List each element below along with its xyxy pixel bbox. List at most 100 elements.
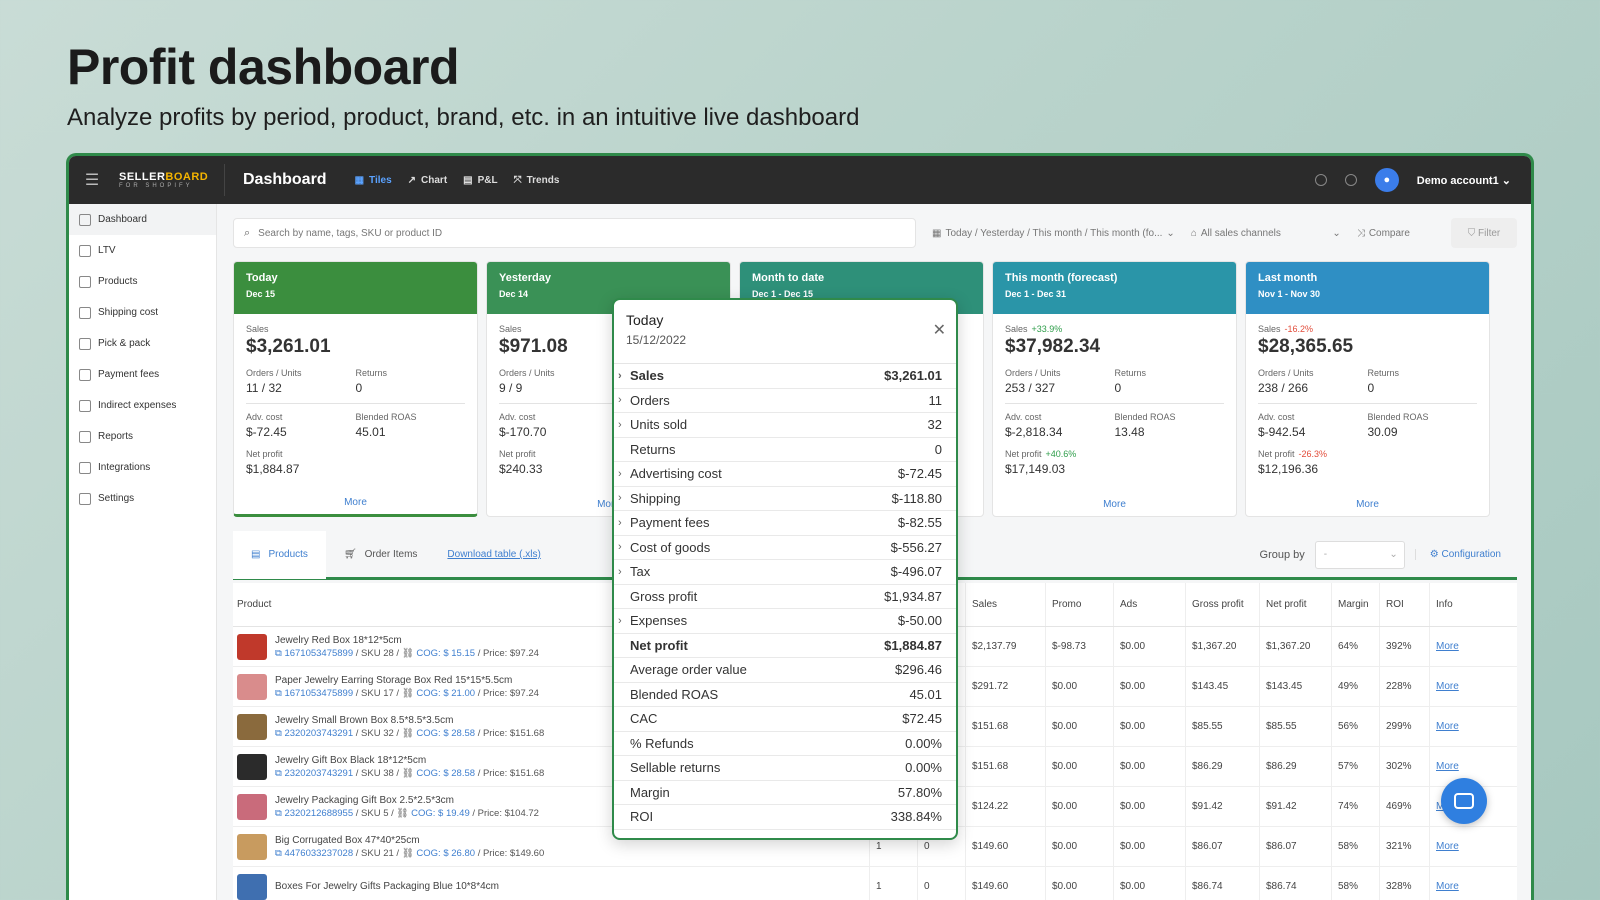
info-more-link[interactable]: More	[1429, 627, 1479, 666]
margin-cell: 64%	[1331, 627, 1379, 666]
play-icon[interactable]	[1314, 174, 1327, 186]
sidebar-item-ltv[interactable]: LTV	[69, 235, 216, 266]
product-cog-link[interactable]: COG: $ 28.58	[416, 767, 476, 779]
channel-select[interactable]: ⌂ All sales channels ⌄	[1190, 227, 1341, 239]
tab-pl[interactable]: ▤ P&L	[463, 175, 497, 186]
chevron-right-icon[interactable]: ›	[618, 369, 622, 382]
avatar[interactable]: ●	[1374, 168, 1399, 192]
configuration-button[interactable]: ⚙ Configuration	[1414, 549, 1501, 560]
sidebar-item-dashboard[interactable]: Dashboard	[69, 204, 216, 235]
metric: Adv. cost $-72.45	[246, 412, 356, 439]
metric-value: 0	[355, 381, 363, 395]
popup-row-units-sold[interactable]: › Units sold 32	[614, 413, 956, 438]
popup-row-tax[interactable]: › Tax $-496.07	[614, 560, 956, 585]
sidebar-item-reports[interactable]: Reports	[69, 421, 216, 452]
tab-tiles[interactable]: ▦ Tiles	[355, 175, 392, 186]
popup-row-orders[interactable]: › Orders 11	[614, 389, 956, 413]
product-name[interactable]: Paper Jewelry Earring Storage Box Red 15…	[275, 674, 513, 686]
tab-trends[interactable]: ⤧ Trends	[514, 175, 560, 186]
product-id-link[interactable]: 2320203743291	[284, 767, 354, 779]
popup-row-advertising-cost[interactable]: › Advertising cost $-72.45	[614, 462, 956, 487]
product-name[interactable]: Jewelry Red Box 18*12*5cm	[275, 634, 402, 646]
page-subtitle: Analyze profits by period, product, bran…	[67, 104, 860, 131]
popup-row-cost-of-goods[interactable]: › Cost of goods $-556.27	[614, 536, 956, 560]
info-more-link[interactable]: More	[1429, 747, 1479, 786]
popup-row-label: Units sold	[630, 417, 688, 433]
copy-icon[interactable]: ⧉	[275, 727, 285, 739]
product-name[interactable]: Boxes For Jewelry Gifts Packaging Blue 1…	[275, 881, 499, 892]
chevron-right-icon[interactable]: ›	[618, 516, 622, 529]
download-table-link[interactable]: Download table (.xls)	[447, 549, 541, 560]
product-info: Big Corrugated Box 47*40*25cm ⧉ 447603323…	[275, 835, 544, 859]
chat-button[interactable]	[1441, 778, 1487, 824]
info-more-link[interactable]: More	[1429, 667, 1479, 706]
copy-icon[interactable]: ⧉	[275, 687, 285, 699]
sidebar-item-products[interactable]: Products	[69, 266, 216, 297]
sidebar-item-shipping-cost[interactable]: Shipping cost	[69, 297, 216, 328]
table-row: Boxes For Jewelry Gifts Packaging Blue 1…	[233, 867, 1517, 900]
product-thumbnail	[237, 833, 267, 860]
sales-delta: +33.9%	[1031, 324, 1063, 334]
info-more-link[interactable]: More	[1429, 707, 1479, 746]
tab-chart[interactable]: ↗ Chart	[408, 175, 448, 186]
info-more-link[interactable]: More	[1429, 867, 1479, 900]
product-info: Jewelry Red Box 18*12*5cm ⧉ 1671053475899…	[275, 635, 539, 659]
history-icon[interactable]	[1344, 174, 1357, 186]
popup-row-expenses[interactable]: › Expenses $-50.00	[614, 609, 956, 634]
copy-icon[interactable]: ⧉	[275, 807, 285, 819]
search-input[interactable]: ⌕ Search by name, tags, SKU or product I…	[233, 218, 916, 248]
chevron-right-icon[interactable]: ›	[618, 492, 622, 505]
group-by-select[interactable]: - ⌄	[1314, 540, 1405, 569]
popup-row-payment-fees[interactable]: › Payment fees $-82.55	[614, 511, 956, 536]
search-icon: ⌕	[244, 226, 251, 239]
document-icon: ▤	[251, 549, 261, 560]
product-cog-link[interactable]: COG: $ 28.58	[416, 727, 476, 739]
product-name[interactable]: Jewelry Small Brown Box 8.5*8.5*3.5cm	[275, 714, 454, 726]
chevron-right-icon[interactable]: ›	[618, 418, 622, 431]
copy-icon[interactable]: ⧉	[275, 647, 285, 659]
metric: Blended ROAS 45.01	[356, 412, 466, 439]
tile-date: Dec 1 - Dec 31	[1005, 289, 1067, 299]
copy-icon[interactable]: ⧉	[275, 847, 285, 859]
product-cog-link[interactable]: COG: $ 26.80	[416, 847, 476, 859]
product-id-link[interactable]: 1671053475899	[284, 647, 354, 659]
filter-button[interactable]: ⛉ Filter	[1451, 218, 1517, 248]
close-icon[interactable]: ✕	[932, 322, 946, 339]
popup-row-sales[interactable]: › Sales $3,261.01	[614, 364, 956, 389]
product-cog-link[interactable]: COG: $ 19.49	[411, 807, 470, 819]
sidebar-item-pick-pack[interactable]: Pick & pack	[69, 328, 216, 359]
product-id-link[interactable]: 2320203743291	[284, 727, 354, 739]
info-more-link[interactable]: More	[1429, 827, 1479, 866]
tab-order-items[interactable]: 🛒︎ Order Items	[343, 549, 418, 560]
popup-row-label: Sellable returns	[630, 760, 721, 776]
chevron-right-icon[interactable]: ›	[618, 394, 622, 407]
chevron-right-icon[interactable]: ›	[618, 614, 622, 627]
period-select[interactable]: ▦ Today / Yesterday / This month / This m…	[932, 227, 1175, 239]
menu-icon[interactable]: ☰	[84, 172, 100, 189]
sidebar-item-settings[interactable]: Settings	[69, 483, 216, 514]
tile-more-link[interactable]: More	[1356, 499, 1379, 510]
sidebar-item-payment-fees[interactable]: Payment fees	[69, 359, 216, 390]
copy-icon[interactable]: ⧉	[275, 767, 285, 779]
tile-more-link[interactable]: More	[344, 497, 367, 508]
chevron-right-icon[interactable]: ›	[618, 565, 622, 578]
product-name[interactable]: Big Corrugated Box 47*40*25cm	[275, 834, 420, 846]
tile-more-link[interactable]: More	[597, 499, 620, 510]
account-menu[interactable]: Demo account1 ⌄	[1416, 174, 1511, 187]
product-id-link[interactable]: 2320212688955	[284, 807, 354, 819]
net-profit-label: Net profit	[499, 449, 536, 459]
product-cog-link[interactable]: COG: $ 21.00	[416, 687, 476, 699]
compare-button[interactable]: ⤨ Compare	[1356, 227, 1410, 239]
chevron-right-icon[interactable]: ›	[618, 541, 622, 554]
chevron-right-icon[interactable]: ›	[618, 467, 622, 480]
product-cog-link[interactable]: COG: $ 15.15	[416, 647, 476, 659]
sidebar-item-indirect-expenses[interactable]: Indirect expenses	[69, 390, 216, 421]
popup-row-shipping[interactable]: › Shipping $-118.80	[614, 487, 956, 511]
sidebar-item-integrations[interactable]: Integrations	[69, 452, 216, 483]
tab-products[interactable]: ▤ Products	[233, 530, 326, 579]
product-name[interactable]: Jewelry Packaging Gift Box 2.5*2.5*3cm	[275, 794, 454, 806]
tile-more-link[interactable]: More	[1103, 499, 1126, 510]
product-id-link[interactable]: 4476033237028	[284, 847, 354, 859]
product-id-link[interactable]: 1671053475899	[284, 687, 354, 699]
product-name[interactable]: Jewelry Gift Box Black 18*12*5cm	[275, 754, 427, 766]
